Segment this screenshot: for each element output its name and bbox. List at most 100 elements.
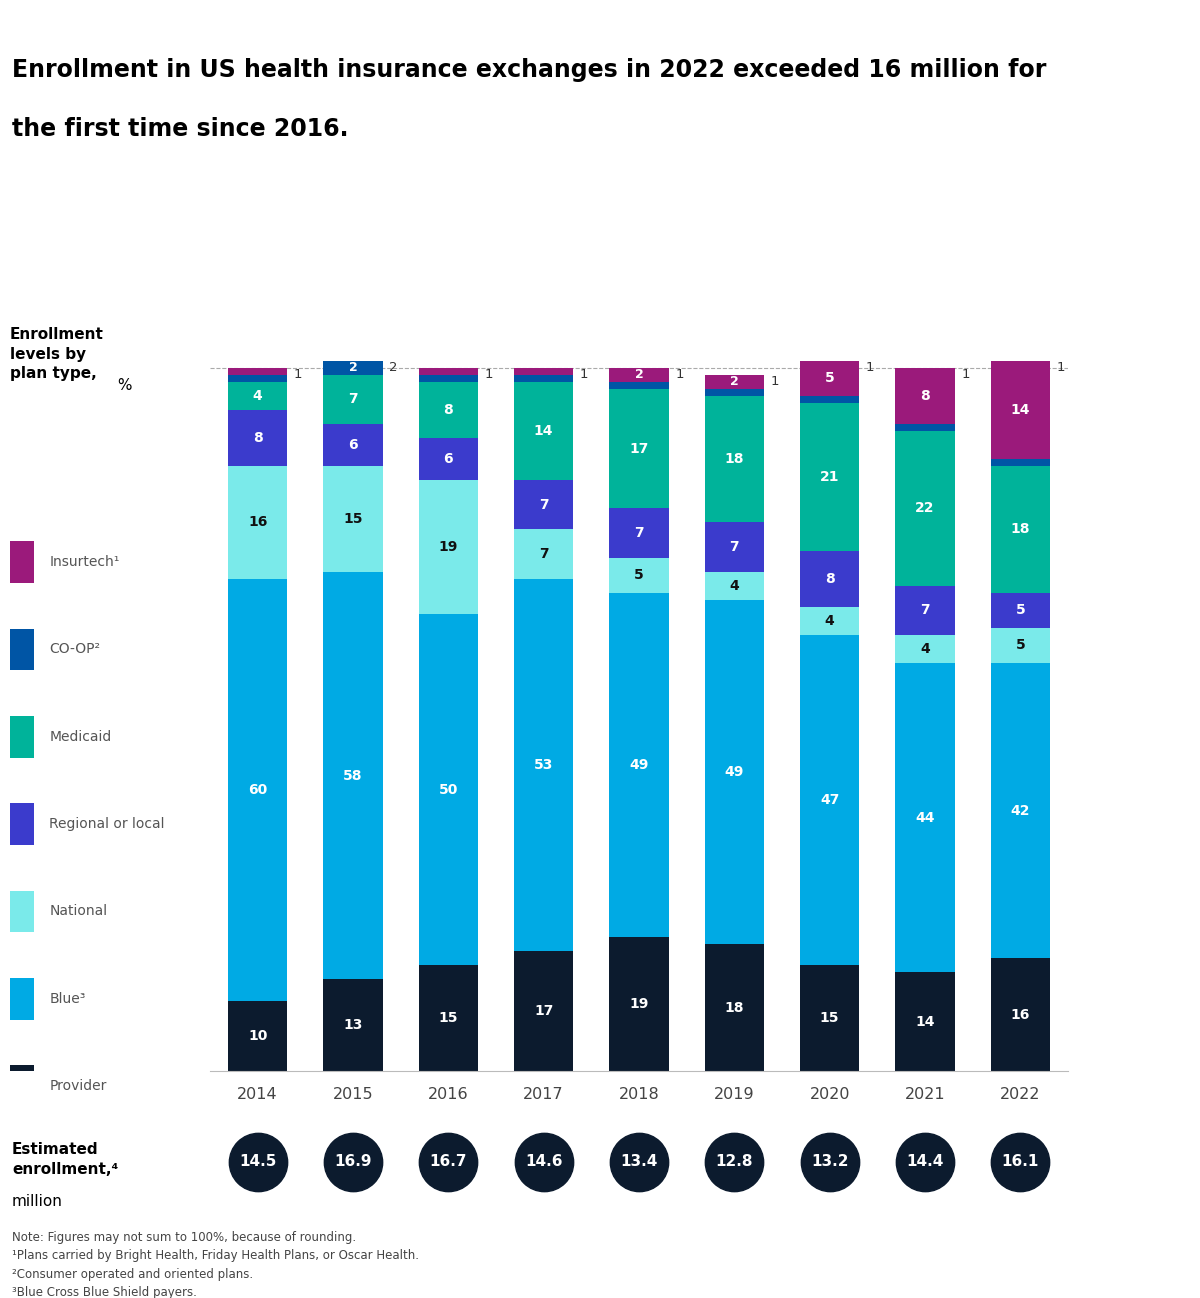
Text: 4: 4 [730,579,739,593]
Bar [704,389,764,396]
Bar [800,550,859,607]
Text: 14.5: 14.5 [239,1154,276,1169]
Text: 16.7: 16.7 [430,1154,467,1169]
Bar [895,424,954,431]
Bar [514,480,574,530]
Bar [228,466,287,579]
Text: 4: 4 [824,614,834,628]
Text: 4: 4 [920,643,930,655]
Bar [419,480,478,614]
Bar [419,614,478,966]
Bar [228,579,287,1001]
Text: 14: 14 [1010,402,1030,417]
Bar [324,571,383,980]
Bar [800,361,859,396]
Text: 19: 19 [439,540,458,554]
Bar [704,571,764,600]
Text: 7: 7 [920,604,930,618]
Text: 17: 17 [534,1005,553,1018]
Bar [419,966,478,1071]
Bar [610,558,668,593]
Text: 1: 1 [770,375,779,388]
Text: Note: Figures may not sum to 100%, because of rounding.
¹Plans carried by Bright: Note: Figures may not sum to 100%, becau… [12,1231,682,1298]
Bar [800,606,859,635]
Bar [895,972,954,1071]
Bar [800,402,859,550]
Bar [991,958,1050,1071]
Text: 1: 1 [676,367,684,380]
FancyBboxPatch shape [10,628,34,670]
Text: 14.6: 14.6 [524,1154,563,1169]
Text: 15: 15 [438,1011,458,1025]
Bar [991,593,1050,628]
Bar [610,367,668,382]
Text: 21: 21 [820,470,840,484]
Text: Medicaid: Medicaid [49,729,112,744]
Bar [228,367,287,375]
Text: 4: 4 [253,389,263,402]
Text: 13: 13 [343,1018,362,1032]
Bar [895,585,954,635]
Text: 49: 49 [629,758,649,772]
Text: 6: 6 [348,439,358,452]
Text: 47: 47 [820,793,839,807]
Bar [895,663,954,972]
Text: 1: 1 [485,367,493,380]
Text: 5: 5 [824,371,834,386]
Bar [704,522,764,571]
Text: 5: 5 [1015,604,1025,618]
Bar [228,410,287,466]
Bar [704,600,764,945]
Text: 14: 14 [534,424,553,437]
Bar [419,382,478,437]
Bar [228,375,287,382]
Bar [514,375,574,382]
Text: 2: 2 [389,361,397,374]
Bar [610,382,668,389]
Text: 58: 58 [343,768,362,783]
Text: the first time since 2016.: the first time since 2016. [12,117,348,140]
FancyBboxPatch shape [10,803,34,845]
Text: %: % [113,378,132,393]
Text: 7: 7 [539,498,548,511]
Text: 8: 8 [253,431,263,445]
Bar [228,1001,287,1071]
Bar [610,593,668,937]
Text: 1: 1 [294,367,302,380]
Text: 7: 7 [730,540,739,554]
Bar [514,579,574,951]
Text: 1: 1 [961,367,970,380]
Bar [514,382,574,480]
Text: 8: 8 [920,389,930,402]
Text: 14.4: 14.4 [906,1154,943,1169]
Bar [991,663,1050,958]
Text: 19: 19 [629,997,649,1011]
Text: Estimated
enrollment,⁴: Estimated enrollment,⁴ [12,1142,119,1177]
Text: 16: 16 [248,515,268,530]
Text: 15: 15 [820,1011,840,1025]
Bar [991,459,1050,466]
Bar [800,396,859,402]
Bar [324,466,383,571]
FancyBboxPatch shape [10,541,34,583]
Text: Provider: Provider [49,1079,107,1093]
Text: 2: 2 [730,375,739,388]
Bar [895,431,954,585]
FancyBboxPatch shape [10,890,34,932]
FancyBboxPatch shape [10,977,34,1020]
Text: 8: 8 [444,402,454,417]
Text: 22: 22 [916,501,935,515]
Text: CO-OP²: CO-OP² [49,643,101,657]
Bar [610,937,668,1071]
Text: 5: 5 [634,569,644,583]
Text: Enrollment in US health insurance exchanges in 2022 exceeded 16 million for: Enrollment in US health insurance exchan… [12,58,1046,82]
Bar [895,367,954,424]
FancyBboxPatch shape [10,1066,34,1107]
Bar [514,530,574,579]
Text: 5: 5 [1015,639,1025,653]
Text: 13.2: 13.2 [811,1154,848,1169]
Text: 1: 1 [1056,361,1066,374]
Text: 44: 44 [916,811,935,824]
Bar [895,635,954,663]
Text: million: million [12,1194,62,1210]
